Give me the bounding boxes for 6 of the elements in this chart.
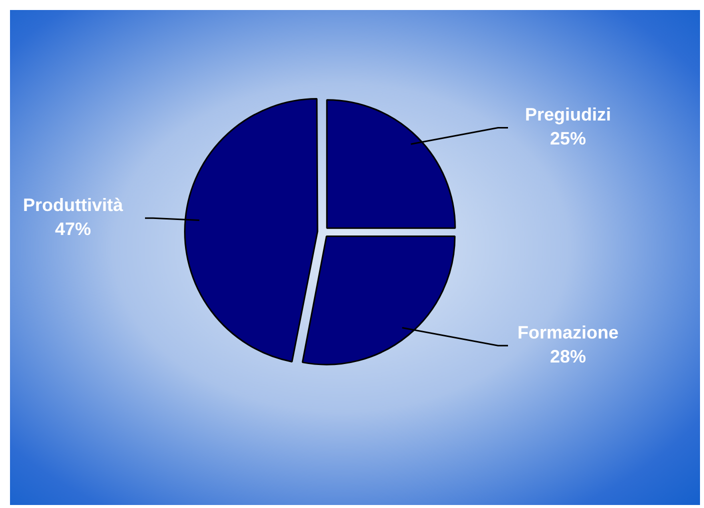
data-label: 25% (550, 128, 586, 149)
slice-label: Produttività (22, 195, 124, 216)
slice-label: Pregiudizi (524, 104, 612, 125)
data-label: 28% (550, 346, 586, 367)
slice-label: Formazione (517, 322, 619, 343)
data-label: 47% (54, 219, 92, 240)
